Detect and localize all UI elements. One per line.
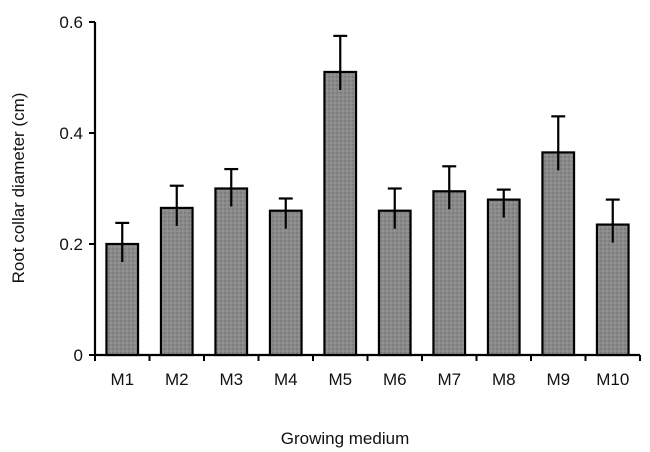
y-ticks: 0 0.2 0.4 0.6 bbox=[59, 13, 95, 365]
x-tick-label-m1: M1 bbox=[110, 370, 134, 389]
x-tick-label-m10: M10 bbox=[596, 370, 629, 389]
error-bars bbox=[115, 34, 620, 262]
bar-m8 bbox=[486, 198, 521, 357]
bars bbox=[105, 70, 630, 357]
bar-m10 bbox=[595, 223, 630, 357]
x-tick-label-m8: M8 bbox=[492, 370, 516, 389]
x-tick-label-m9: M9 bbox=[546, 370, 570, 389]
x-tick-label-m5: M5 bbox=[328, 370, 352, 389]
bar-m9 bbox=[541, 151, 576, 357]
bar-m3 bbox=[214, 187, 249, 357]
bar-m6 bbox=[377, 209, 412, 357]
x-tick-label-m4: M4 bbox=[274, 370, 298, 389]
x-ticks: M1 M2 M3 M4 M5 M6 M7 M8 M9 M10 bbox=[94, 355, 641, 389]
bar-m7 bbox=[432, 190, 467, 357]
y-tick-label: 0.4 bbox=[59, 124, 83, 143]
x-axis-title: Growing medium bbox=[281, 429, 410, 448]
x-tick-label-m2: M2 bbox=[165, 370, 189, 389]
bar-m1 bbox=[105, 242, 140, 357]
y-tick-label: 0.2 bbox=[59, 235, 83, 254]
y-axis-title: Root collar diameter (cm) bbox=[9, 93, 28, 284]
bar-m4 bbox=[268, 209, 303, 357]
bar-m5 bbox=[323, 70, 358, 357]
x-tick-label-m3: M3 bbox=[219, 370, 243, 389]
x-tick-label-m6: M6 bbox=[383, 370, 407, 389]
bar-m2 bbox=[159, 206, 194, 357]
y-tick-label: 0.6 bbox=[59, 13, 83, 32]
y-tick-label: 0 bbox=[74, 346, 83, 365]
x-tick-label-m7: M7 bbox=[437, 370, 461, 389]
